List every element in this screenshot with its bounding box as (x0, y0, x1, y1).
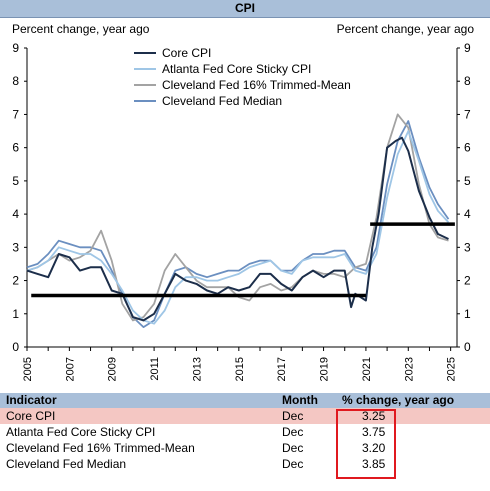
y-tick-label-right: 9 (464, 41, 471, 55)
x-tick-label: 2015 (234, 357, 246, 381)
table-row: Cleveland Fed Median Dec 3.85 (0, 456, 490, 472)
y-tick-label-right: 4 (464, 207, 471, 221)
legend-entry: Atlanta Fed Core Sticky CPI (134, 61, 351, 77)
x-tick-label: 2005 (22, 357, 34, 381)
header-value: % change, year ago (342, 393, 455, 407)
x-tick-label: 2023 (403, 357, 415, 381)
legend-swatch (134, 100, 156, 102)
row-month: Dec (282, 441, 304, 455)
y-tick-label-right: 2 (464, 274, 471, 288)
row-indicator: Cleveland Fed 16% Trimmed-Mean (6, 441, 195, 455)
table-row: Cleveland Fed 16% Trimmed-Mean Dec 3.20 (0, 440, 490, 456)
indicator-table: Indicator Month % change, year ago Core … (0, 393, 490, 472)
row-value: 3.85 (362, 457, 386, 471)
y-tick-label-right: 1 (464, 307, 471, 321)
table-row: Core CPI Dec 3.25 (0, 408, 490, 424)
chart-legend: Core CPI Atlanta Fed Core Sticky CPI Cleve… (134, 45, 351, 109)
legend-swatch (134, 84, 156, 86)
row-indicator: Core CPI (6, 409, 56, 423)
x-tick-label: 2013 (191, 357, 203, 381)
y-tick-label-right: 0 (464, 340, 471, 354)
legend-label: Cleveland Fed Median (162, 94, 283, 108)
header-month: Month (282, 393, 318, 407)
y-tick-label-right: 7 (464, 107, 471, 121)
x-tick-label: 2019 (319, 357, 331, 381)
series-line-1 (26, 130, 450, 325)
x-tick-label: 2025 (446, 357, 458, 381)
x-tick-label: 2011 (149, 357, 161, 381)
legend-swatch (134, 68, 156, 70)
chart-title: CPI (0, 0, 490, 18)
y-tick-label-left: 1 (12, 307, 19, 321)
y-tick-label-right: 3 (464, 240, 471, 254)
right-axis-title: Percent change, year ago (336, 22, 474, 36)
y-tick-label-left: 2 (12, 274, 19, 288)
y-tick-label-left: 3 (12, 240, 19, 254)
row-value: 3.20 (362, 441, 386, 455)
legend-label: Cleveland Fed 16% Trimmed-Mean (162, 78, 351, 92)
x-tick-label: 2017 (276, 357, 288, 381)
row-value: 3.75 (362, 425, 386, 439)
y-tick-label-left: 5 (12, 174, 19, 188)
y-tick-label-right: 6 (464, 141, 471, 155)
x-tick-label: 2021 (361, 357, 373, 381)
row-indicator: Cleveland Fed Median (6, 457, 127, 471)
legend-swatch (134, 52, 156, 54)
row-value: 3.25 (362, 409, 386, 423)
cpi-line-chart: 0 0 1 1 2 2 3 3 4 4 5 5 6 6 7 7 8 8 9 9 2005 2007 2009 2011 2013… (12, 41, 471, 381)
y-tick-label-left: 9 (12, 41, 19, 55)
series-line-0 (26, 136, 449, 322)
row-month: Dec (282, 425, 304, 439)
y-tick-label-left: 0 (12, 340, 19, 354)
row-month: Dec (282, 457, 304, 471)
y-tick-label-right: 8 (464, 74, 471, 88)
x-tick-label: 2007 (64, 357, 76, 381)
row-indicator: Atlanta Fed Core Sticky CPI (6, 425, 156, 439)
table-header: Indicator Month % change, year ago (0, 393, 490, 408)
legend-entry: Core CPI (134, 45, 351, 61)
x-tick-label: 2009 (107, 357, 119, 381)
y-tick-label-left: 6 (12, 141, 19, 155)
highlight-box (336, 409, 396, 479)
table-row: Atlanta Fed Core Sticky CPI Dec 3.75 (0, 424, 490, 440)
row-month: Dec (282, 409, 304, 423)
left-axis-title: Percent change, year ago (12, 22, 150, 36)
header-indicator: Indicator (6, 393, 57, 407)
y-tick-label-left: 8 (12, 74, 19, 88)
y-tick-label-left: 7 (12, 107, 19, 121)
legend-entry: Cleveland Fed Median (134, 93, 351, 109)
y-tick-label-left: 4 (12, 207, 19, 221)
legend-label: Core CPI (162, 46, 212, 60)
series-line-3 (26, 120, 450, 329)
legend-entry: Cleveland Fed 16% Trimmed-Mean (134, 77, 351, 93)
legend-label: Atlanta Fed Core Sticky CPI (162, 62, 312, 76)
y-tick-label-right: 5 (464, 174, 471, 188)
